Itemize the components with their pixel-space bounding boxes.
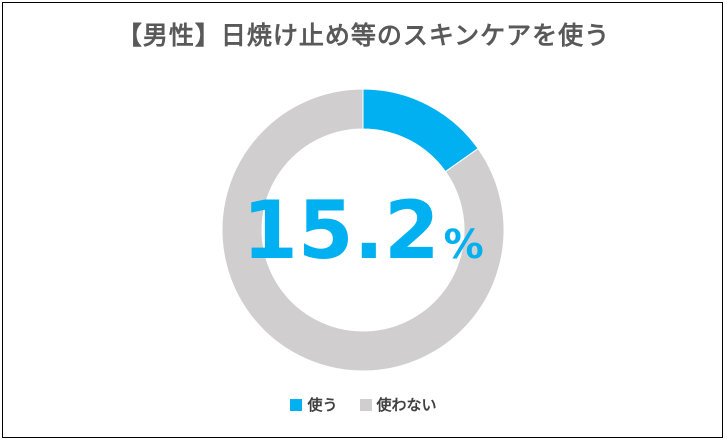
chart-title: 【男性】日焼け止め等のスキンケアを使う: [116, 21, 611, 50]
legend-swatch-not-use: [359, 398, 372, 411]
legend-item-not-use: 使わない: [359, 394, 437, 415]
center-percentage: 15.2%: [242, 184, 483, 277]
legend-swatch-use: [290, 398, 303, 411]
legend: 使う 使わない: [0, 394, 727, 415]
legend-item-use: 使う: [290, 394, 338, 415]
legend-label-use: 使う: [307, 396, 338, 414]
donut-slices: [221, 88, 505, 372]
donut-slice-not-use: [221, 88, 505, 372]
legend-label-not-use: 使わない: [376, 396, 437, 414]
center-unit: %: [444, 222, 484, 268]
donut-slice-use: [362, 88, 479, 173]
center-value: 15.2: [242, 184, 439, 277]
